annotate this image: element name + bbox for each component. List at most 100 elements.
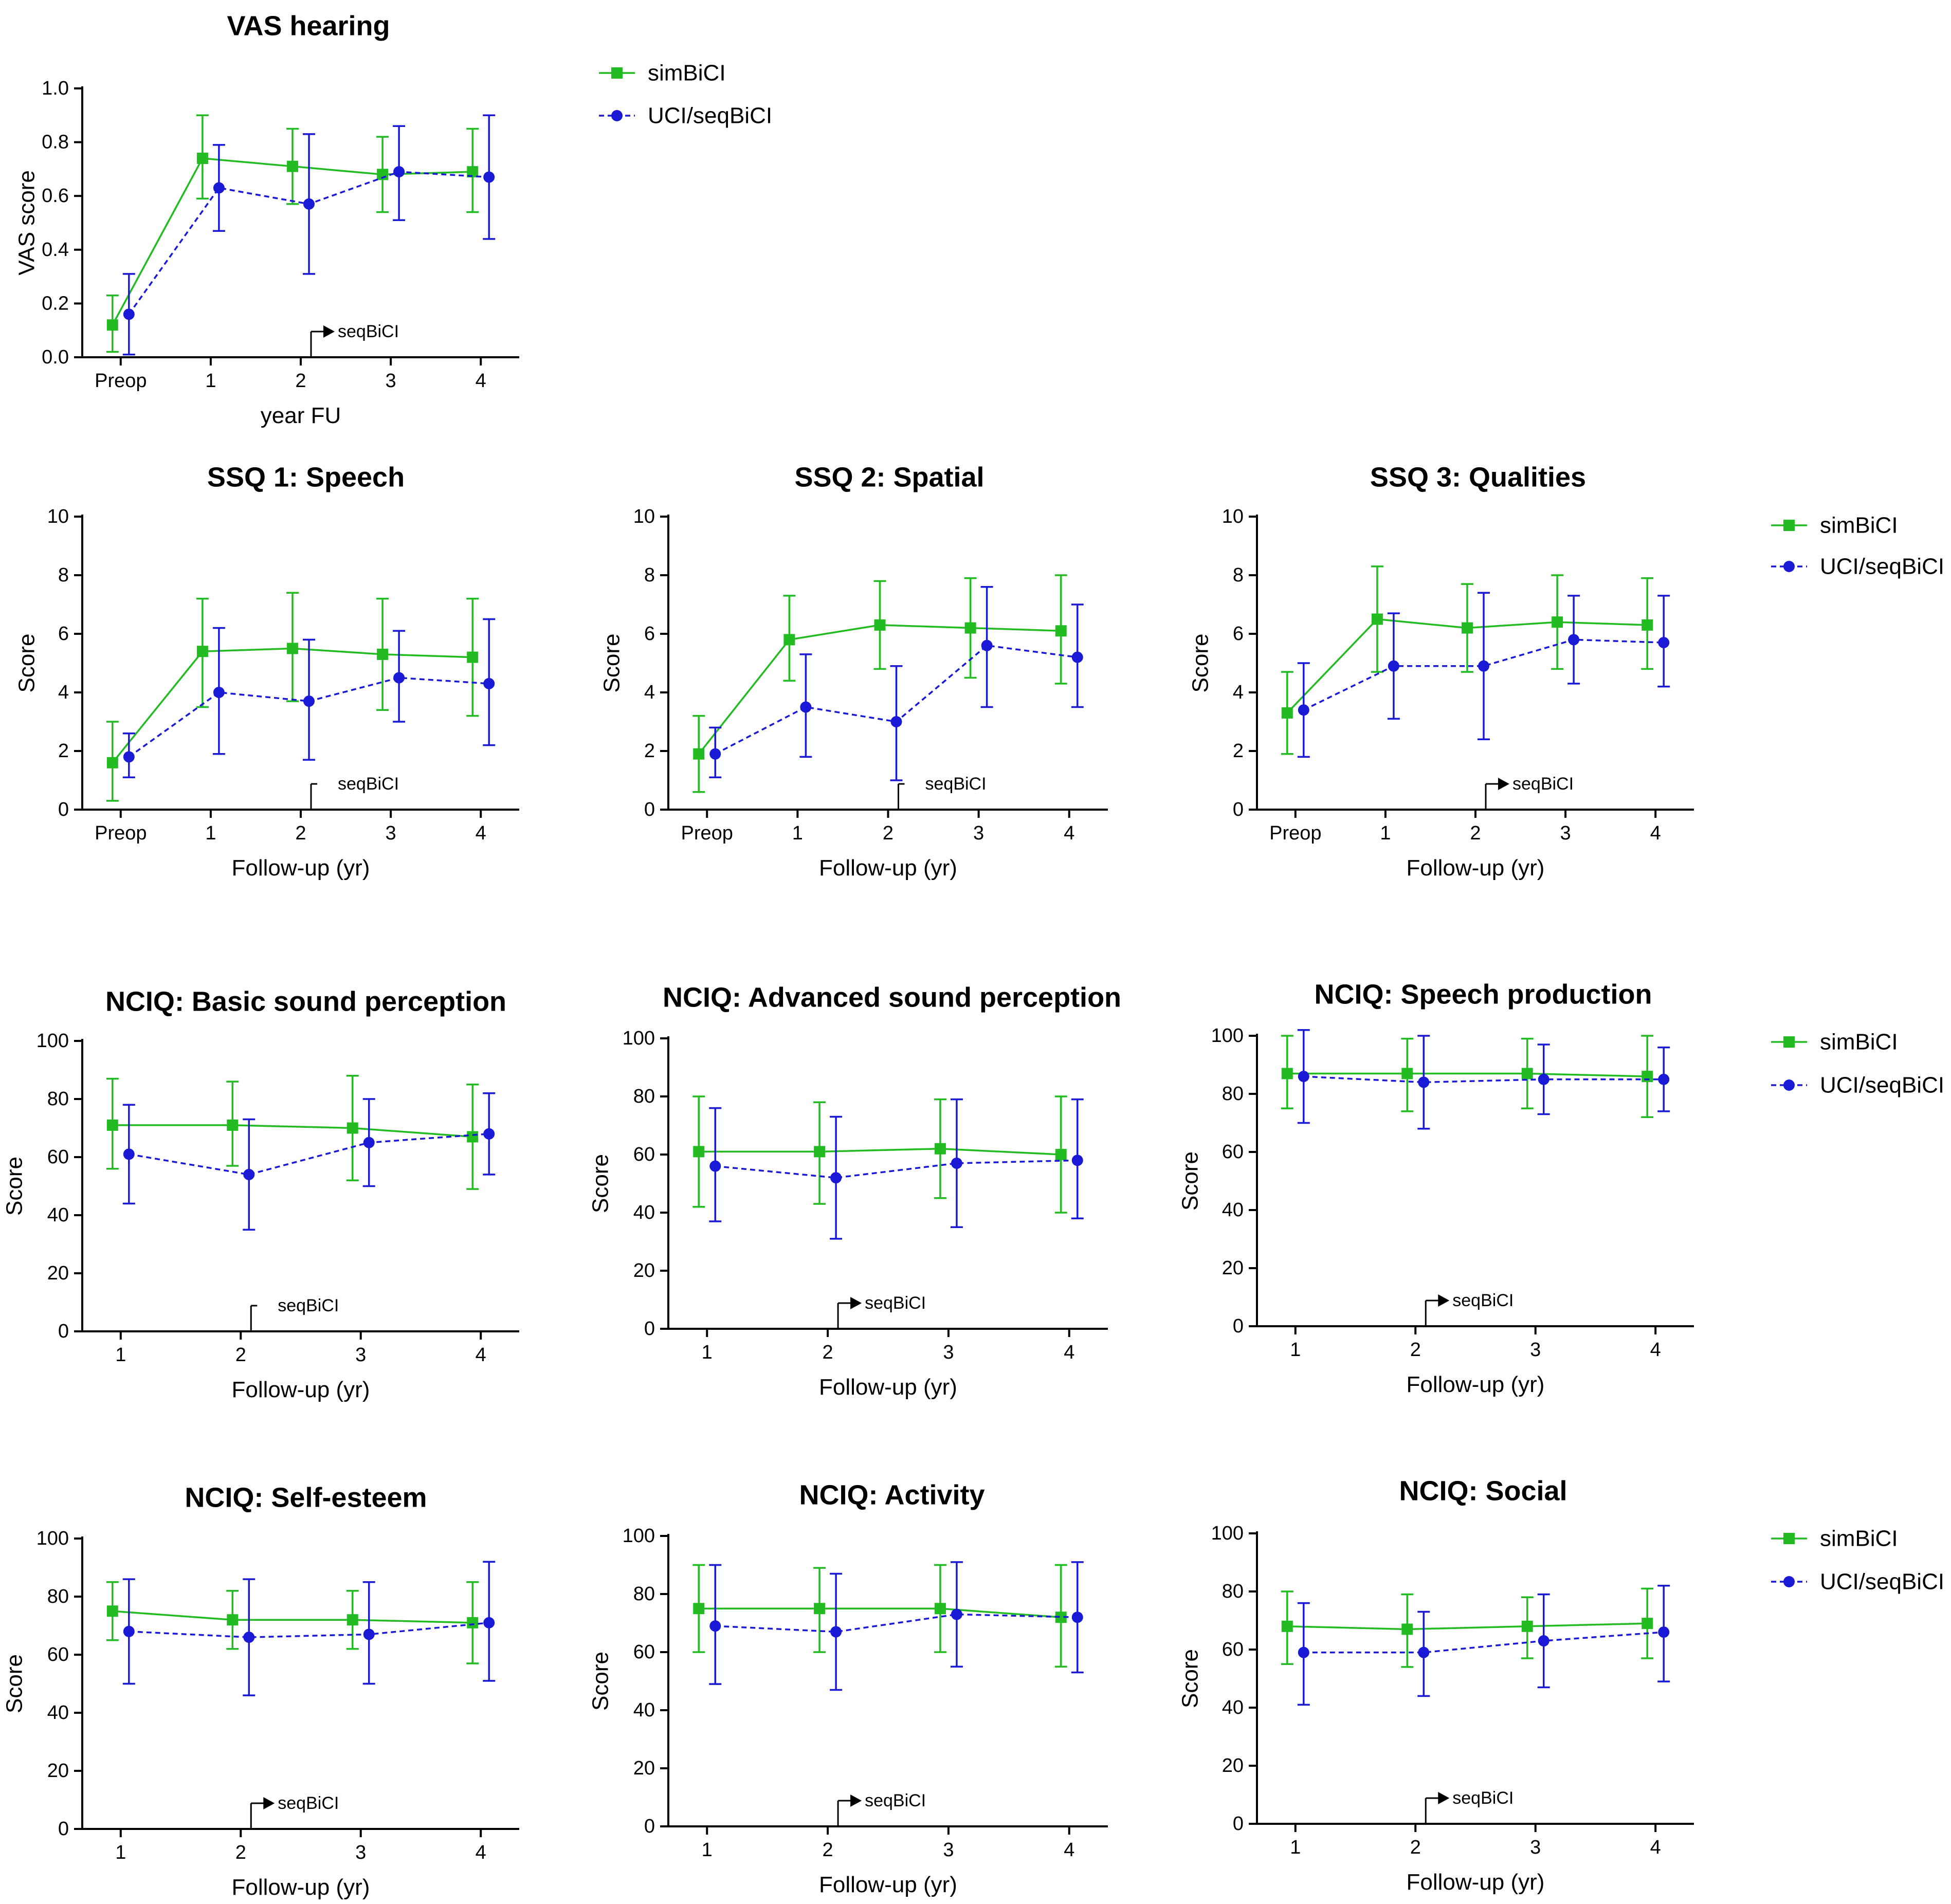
x-tick-label: 3 — [355, 1344, 366, 1366]
series-uci-seqbici — [122, 114, 496, 356]
series-uci-seqbici — [1297, 1584, 1670, 1706]
annotation-label: seqBiCI — [865, 1791, 926, 1810]
annotation-label: seqBiCI — [1452, 1291, 1514, 1310]
series-line — [112, 1610, 473, 1624]
series-uci-seqbici — [709, 586, 1084, 781]
annotation-arrowhead — [1438, 1792, 1450, 1804]
y-tick-label: 60 — [1222, 1639, 1244, 1660]
x-tick-label: 1 — [115, 1344, 126, 1366]
legend-label: simBiCI — [1820, 1526, 1898, 1551]
chart-title: SSQ 1: Speech — [207, 462, 405, 492]
x-tick-label: 2 — [295, 822, 306, 844]
x-tick-label: 4 — [1064, 822, 1074, 844]
series-simbici — [106, 1075, 479, 1190]
chart-nciq-speech: NCIQ: Speech production 0 20 40 60 80 100 1 2 3 4 F… — [1178, 979, 1694, 1397]
y-tick-label: 0 — [58, 1321, 69, 1342]
data-point — [1552, 616, 1563, 628]
y-tick-label: 80 — [47, 1586, 69, 1607]
x-tick-label: 1 — [702, 1342, 713, 1363]
series-simbici — [692, 574, 1067, 793]
legend-marker — [1783, 1079, 1795, 1091]
y-tick-label: 60 — [1222, 1141, 1244, 1163]
data-point — [1298, 1646, 1309, 1658]
data-point — [1055, 625, 1067, 637]
x-axis-label: Follow-up (yr) — [1407, 855, 1545, 881]
legend-marker — [1783, 561, 1795, 572]
legend-item-uci-seqbici: UCI/seqBiCI — [1771, 1569, 1944, 1595]
legend-item-uci-seqbici: UCI/seqBiCI — [1771, 1073, 1944, 1098]
y-tick-label: 100 — [1211, 1523, 1244, 1544]
data-point — [243, 1632, 255, 1643]
y-tick-label: 100 — [623, 1525, 655, 1547]
y-tick-label: 0 — [644, 1816, 655, 1837]
legend-item-simbici: simBiCI — [599, 61, 726, 86]
series-simbici — [1281, 565, 1654, 755]
chart-title: NCIQ: Social — [1399, 1475, 1567, 1506]
data-point — [693, 748, 705, 760]
data-point — [1521, 1068, 1533, 1079]
data-point — [934, 1603, 946, 1615]
data-point — [1055, 1149, 1067, 1160]
x-tick-label: 2 — [1410, 1339, 1421, 1361]
data-point — [830, 1626, 842, 1638]
legend-item-uci-seqbici: UCI/seqBiCI — [1771, 554, 1944, 579]
y-axis-label: Score — [1178, 1649, 1203, 1708]
series-line — [112, 1124, 473, 1138]
data-point — [693, 1146, 705, 1158]
series-uci-seqbici — [122, 1092, 496, 1231]
data-point — [363, 1137, 375, 1148]
legend: simBiCI UCI/seqBiCI — [1771, 513, 1944, 579]
data-point — [1388, 660, 1399, 672]
legend-label: UCI/seqBiCI — [1820, 1569, 1944, 1595]
y-tick-label: 40 — [633, 1202, 655, 1223]
chart-ssq2: SSQ 2: Spatial 0 2 4 6 8 10 Preop 1 2 3 4 Follow-up … — [599, 462, 1108, 881]
annotation-label: seqBiCI — [1452, 1788, 1514, 1808]
x-tick-label: Preop — [681, 822, 733, 844]
chart-title: SSQ 2: Spatial — [794, 462, 984, 492]
data-point — [467, 1617, 479, 1628]
x-axis-label: Follow-up (yr) — [819, 1872, 957, 1897]
x-axis-label: Follow-up (yr) — [1407, 1372, 1545, 1397]
y-tick-label: 20 — [633, 1260, 655, 1281]
data-point — [964, 622, 976, 634]
annotation-label: seqBiCI — [1512, 774, 1574, 794]
y-tick-label: 60 — [633, 1144, 655, 1165]
data-point — [213, 182, 225, 194]
data-point — [1071, 1155, 1083, 1166]
data-point — [1642, 619, 1653, 631]
x-tick-label: 1 — [115, 1842, 126, 1863]
data-point — [814, 1603, 826, 1615]
annotation-arrowhead — [263, 1797, 275, 1809]
legend-label: UCI/seqBiCI — [1820, 554, 1944, 579]
x-tick-label: Preop — [1269, 822, 1321, 844]
chart-nciq-self: NCIQ: Self-esteem 0 20 40 60 80 100 1 2 3 4 Follow-… — [2, 1482, 519, 1900]
y-axis-label: Score — [14, 634, 40, 693]
seqbici-annotation: seqBiCI — [837, 1791, 926, 1826]
data-point — [123, 308, 135, 320]
data-point — [800, 701, 812, 713]
y-axis-label: Score — [588, 1154, 613, 1213]
series-line — [1287, 1622, 1648, 1631]
x-axis-label: Follow-up (yr) — [819, 855, 957, 881]
y-tick-label: 0.6 — [42, 185, 69, 207]
y-tick-label: 10 — [1222, 506, 1244, 527]
x-tick-label: 4 — [1650, 1837, 1661, 1858]
y-tick-label: 0 — [58, 1818, 69, 1840]
x-tick-label: 2 — [235, 1842, 246, 1863]
data-point — [1462, 622, 1473, 634]
y-axis-label: Score — [1178, 1151, 1203, 1211]
data-point — [1642, 1071, 1653, 1083]
series-simbici — [1281, 1587, 1654, 1668]
legend-marker — [611, 110, 623, 121]
seqbici-annotation: seqBiCI — [898, 774, 987, 810]
data-point — [951, 1157, 962, 1169]
chart-nciq-social: NCIQ: Social 0 20 40 60 80 100 1 2 3 4 Follow-up (y… — [1178, 1475, 1694, 1895]
data-point — [287, 643, 298, 654]
legend-marker — [1783, 1576, 1795, 1587]
chart-ssq1: SSQ 1: Speech 0 2 4 6 8 10 Preop 1 2 3 4 Follow-up (… — [14, 462, 519, 881]
data-point — [467, 1131, 479, 1143]
data-point — [874, 619, 886, 631]
data-point — [123, 751, 135, 763]
x-tick-label: 4 — [1650, 822, 1661, 844]
